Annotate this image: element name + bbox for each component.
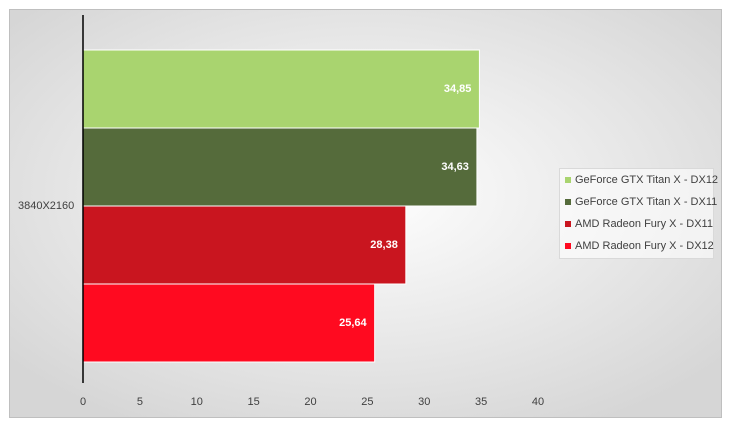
legend-label: AMD Radeon Fury X - DX11 <box>575 218 713 230</box>
legend-swatch <box>565 199 571 205</box>
x-tick-label: 5 <box>137 396 143 408</box>
value-label: 28,38 <box>370 239 398 251</box>
legend-label: GeForce GTX Titan X - DX11 <box>575 196 717 208</box>
legend-swatch <box>565 177 571 183</box>
bar <box>82 127 478 207</box>
legend-label: GeForce GTX Titan X - DX12 <box>575 174 718 186</box>
bar <box>82 205 407 285</box>
legend-box <box>559 168 714 259</box>
x-tick-label: 10 <box>191 396 203 408</box>
bar <box>82 283 376 363</box>
x-tick-label: 35 <box>475 396 487 408</box>
y-tick-label: 3840X2160 <box>18 200 74 212</box>
legend-label: AMD Radeon Fury X - DX12 <box>575 240 714 252</box>
x-tick-label: 20 <box>304 396 316 408</box>
x-tick-label: 0 <box>80 396 86 408</box>
legend-swatch <box>565 243 571 249</box>
value-label: 34,63 <box>441 161 469 173</box>
x-tick-label: 30 <box>418 396 430 408</box>
legend-swatch <box>565 221 571 227</box>
value-label: 34,85 <box>444 83 472 95</box>
value-label: 25,64 <box>339 317 367 329</box>
bar <box>82 49 480 129</box>
x-tick-label: 25 <box>361 396 373 408</box>
x-tick-label: 40 <box>532 396 544 408</box>
x-tick-label: 15 <box>248 396 260 408</box>
